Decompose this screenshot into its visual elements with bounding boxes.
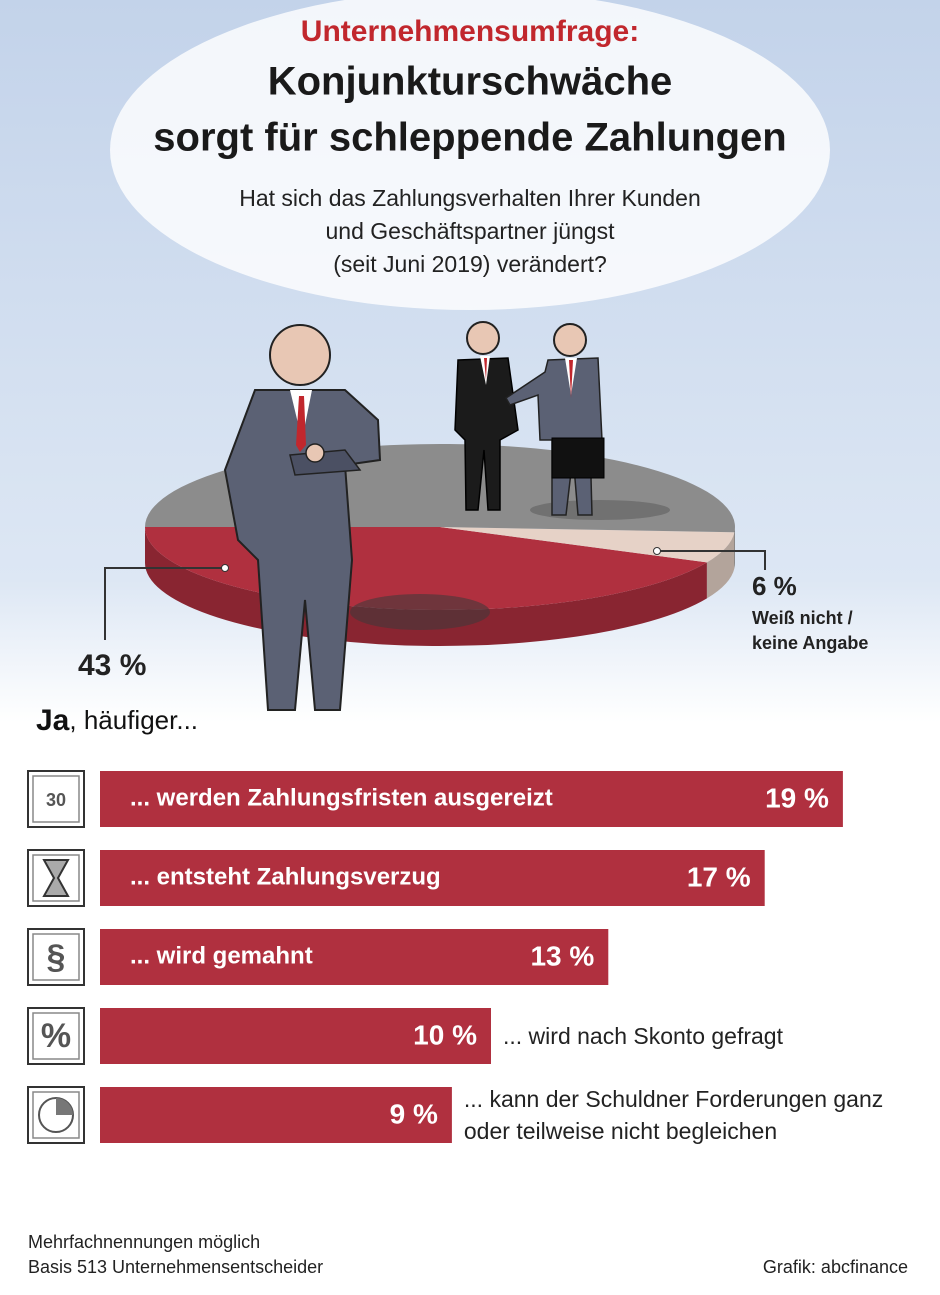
credit: Grafik: abcfinance: [763, 1257, 908, 1277]
pie-value-label: 6 %: [752, 571, 797, 601]
icon-label: 30: [46, 790, 66, 810]
bar: [100, 929, 609, 985]
footnote: Mehrfachnennungen möglich: [28, 1232, 260, 1252]
icon-inner: [32, 1091, 80, 1139]
bar-value-label: 19 %: [765, 782, 829, 813]
pie-category-label-box: Weiß nicht / keine Angabe: [752, 608, 869, 653]
bar: [100, 1087, 452, 1143]
bar-section-title-rest: , häufiger...: [69, 705, 198, 735]
icon-label: §: [47, 938, 66, 976]
subtitle-line: und Geschäftspartner jüngst: [326, 218, 616, 244]
bar-value-label: 17 %: [687, 861, 751, 892]
bar: [100, 850, 765, 906]
bar-category-label: ... kann der Schuldner Forderungen ganz …: [463, 1086, 884, 1144]
pie-category-label: Weiß nicht / keine Angabe: [752, 608, 869, 653]
bar-chart: Ja, häufiger... 30 19 % ... werden Zahlungs…: [27, 704, 884, 1144]
icon-box: [27, 928, 85, 986]
illustration: [223, 321, 670, 711]
bar-category-label-box: ... wird nach Skonto gefragt: [503, 1023, 783, 1049]
bar-section-title: Ja, häufiger...: [36, 704, 198, 737]
pie-side: [706, 532, 735, 599]
icon-inner: [32, 854, 80, 902]
icon-label: %: [41, 1017, 71, 1055]
background-glow: [110, 0, 830, 310]
subtitle-line: Hat sich das Zahlungsverhalten Ihrer Kun…: [239, 185, 701, 211]
kicker: Unternehmensumfrage:: [301, 15, 639, 48]
bar-category-label: ... entsteht Zahlungsverzug: [130, 863, 441, 890]
subtitle-line: (seit Juni 2019) verändert?: [333, 251, 607, 277]
icon-inner: [32, 1012, 80, 1060]
bar: [100, 1008, 491, 1064]
leader-dot: [653, 547, 661, 555]
bar-category-label-box: ... kann der Schuldner Forderungen ganz …: [463, 1086, 884, 1144]
pie-side: [734, 527, 735, 569]
pie-value-label: 43 %: [78, 649, 146, 682]
bar-value-label: 13 %: [530, 940, 594, 971]
title-line: Konjunkturschwäche: [268, 60, 673, 104]
bar-category-label: ... werden Zahlungsfristen ausgereizt: [130, 784, 553, 811]
icon-inner: [32, 933, 80, 981]
icon-pie-slice: [56, 1098, 73, 1115]
bar-value-label: 9 %: [390, 1098, 438, 1129]
bar-category-label: ... wird nach Skonto gefragt: [503, 1023, 783, 1049]
icon-hourglass: [42, 859, 70, 897]
bar-section-title-bold: Ja: [36, 704, 70, 737]
bar-category-label: ... wird gemahnt: [130, 942, 313, 969]
footnote: Basis 513 Unternehmensentscheider: [28, 1257, 323, 1277]
leader-line: [104, 567, 225, 640]
pie-labels: 43 % 6 % Weiß nicht / keine Angabe: [78, 547, 869, 682]
title-line: sorgt für schleppende Zahlungen: [153, 116, 786, 160]
pie-slice: [440, 527, 735, 563]
leader-line: [657, 550, 766, 570]
icon-inner: [32, 775, 80, 823]
bar: [100, 771, 843, 827]
icon-box: [27, 770, 85, 828]
leader-dot: [221, 564, 229, 572]
icon-box: [27, 1007, 85, 1065]
bar-value-label: 10 %: [413, 1019, 477, 1050]
